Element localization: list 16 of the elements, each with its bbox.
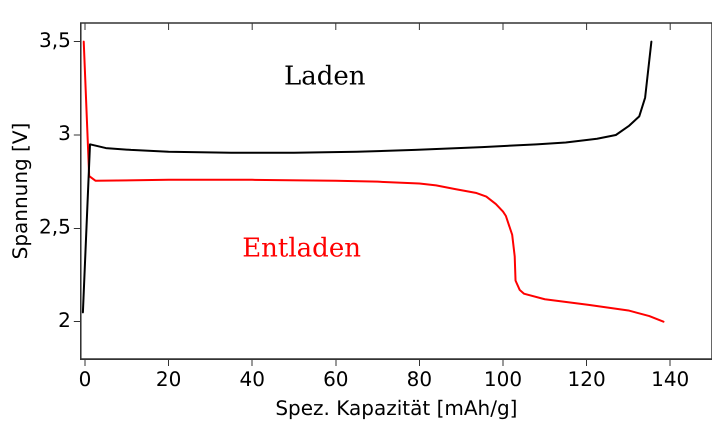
y-tick-label: 3 — [58, 121, 71, 146]
y-tick-label: 2 — [58, 308, 71, 332]
x-tick-label: 80 — [406, 367, 432, 392]
y-axis-title: Spannung [V] — [8, 122, 32, 260]
text: Laden — [284, 61, 366, 92]
x-tick-label: 100 — [484, 367, 522, 392]
text: Entladen — [242, 234, 362, 264]
y-tick-label: 3,5 — [38, 28, 71, 52]
x-tick-label: 20 — [156, 367, 182, 392]
x-axis-title: Spez. Kapazität [mAh/g] — [275, 396, 518, 420]
x-tick-label: 0 — [78, 367, 92, 392]
y-tick-label: 2,5 — [38, 214, 71, 239]
x-tick-label: 40 — [239, 367, 265, 392]
x-tick-label: 120 — [568, 367, 606, 392]
x-tick-label: 60 — [323, 367, 349, 392]
x-tick-label: 140 — [651, 367, 690, 392]
